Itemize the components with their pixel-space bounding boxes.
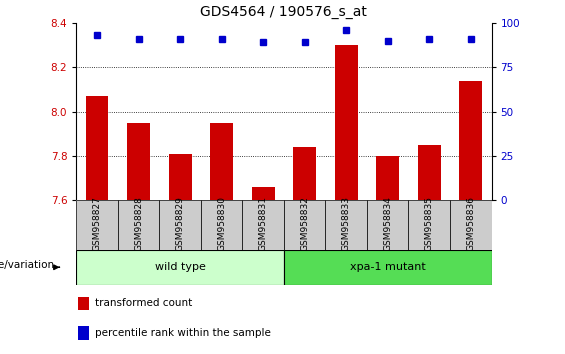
Text: GSM958834: GSM958834	[383, 196, 392, 251]
Bar	[408, 200, 450, 250]
Bar	[459, 80, 482, 200]
Bar	[159, 200, 201, 250]
Bar	[86, 96, 108, 200]
Text: genotype/variation: genotype/variation	[0, 261, 55, 270]
Bar	[335, 45, 358, 200]
Text: GSM958828: GSM958828	[134, 196, 143, 251]
Text: GSM958831: GSM958831	[259, 196, 268, 251]
Bar	[252, 187, 275, 200]
Bar	[325, 200, 367, 250]
Text: GSM958836: GSM958836	[466, 196, 475, 251]
Bar	[169, 154, 192, 200]
Bar	[118, 200, 159, 250]
Text: GSM958833: GSM958833	[342, 196, 351, 251]
Bar	[76, 250, 284, 285]
Text: GSM958829: GSM958829	[176, 196, 185, 251]
Text: percentile rank within the sample: percentile rank within the sample	[95, 328, 271, 338]
Title: GDS4564 / 190576_s_at: GDS4564 / 190576_s_at	[201, 5, 367, 19]
Bar	[367, 200, 408, 250]
Bar	[284, 200, 325, 250]
Bar	[376, 156, 399, 200]
Text: GSM958827: GSM958827	[93, 196, 102, 251]
Bar	[79, 297, 89, 310]
Bar	[450, 200, 492, 250]
Bar	[210, 122, 233, 200]
Text: wild type: wild type	[155, 262, 206, 272]
Bar	[127, 122, 150, 200]
Text: xpa-1 mutant: xpa-1 mutant	[350, 262, 425, 272]
Bar	[418, 145, 441, 200]
Text: GSM958832: GSM958832	[300, 196, 309, 251]
Text: transformed count: transformed count	[95, 298, 192, 308]
Text: GSM958830: GSM958830	[217, 196, 226, 251]
Bar	[284, 250, 492, 285]
Bar	[293, 147, 316, 200]
Bar	[79, 326, 89, 340]
Bar	[201, 200, 242, 250]
Bar	[242, 200, 284, 250]
Text: GSM958835: GSM958835	[425, 196, 434, 251]
Bar	[76, 200, 118, 250]
